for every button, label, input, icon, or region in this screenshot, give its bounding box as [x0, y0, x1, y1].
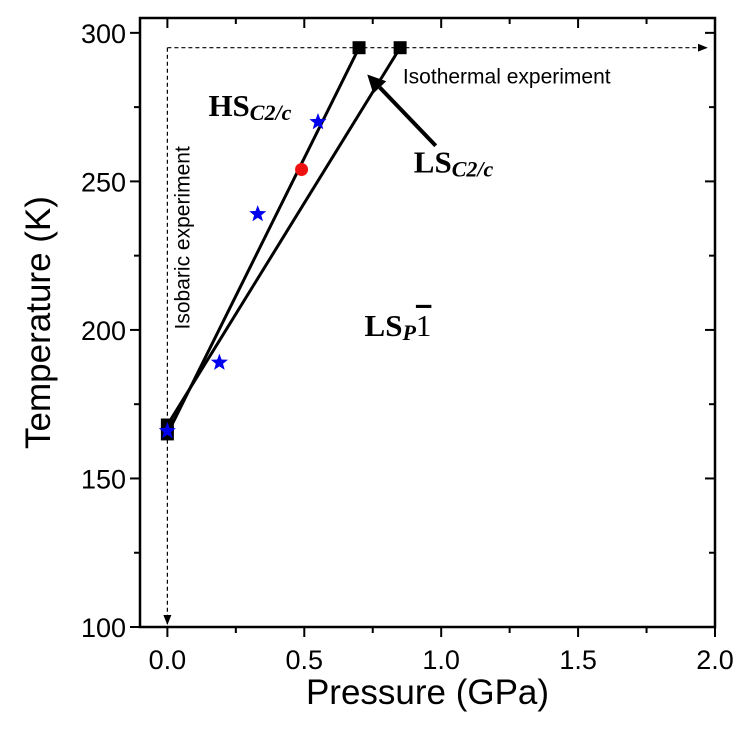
- square-marker: [352, 41, 366, 55]
- phase-label-base: HS: [208, 88, 249, 123]
- y-tick-label: 300: [81, 19, 126, 49]
- x-tick-label: 0.0: [149, 645, 187, 675]
- phase-label-base: LS: [414, 144, 452, 179]
- phase-label-subscript: P: [401, 320, 416, 345]
- phase-label-base: LS: [365, 308, 403, 343]
- x-axis-title: Pressure (GPa): [306, 673, 549, 712]
- phase-label: LSP1: [365, 308, 432, 345]
- isobaric-label: Isobaric experiment: [171, 146, 194, 329]
- star-marker: [158, 421, 176, 439]
- x-tick-label: 0.5: [286, 645, 324, 675]
- x-tick-label: 1.5: [559, 645, 597, 675]
- star-marker: [210, 353, 228, 370]
- y-tick-label: 100: [81, 613, 126, 643]
- circle-marker: [295, 163, 309, 177]
- plot-frame: [138, 16, 717, 629]
- star-marker: [309, 113, 327, 130]
- x-tick-label: 2.0: [696, 645, 734, 675]
- square-marker: [393, 41, 407, 55]
- phase-boundary-line: [166, 46, 402, 426]
- phase-label-subscript: C2/c: [452, 156, 494, 181]
- arrow-head: [367, 74, 387, 94]
- phase-label: HSC2/c: [208, 88, 291, 125]
- x-tick-label: 1.0: [422, 645, 460, 675]
- phase-label-subscript: C2/c: [250, 100, 292, 125]
- y-tick-label: 200: [81, 316, 126, 346]
- y-tick-label: 250: [81, 167, 126, 197]
- phase-boundary-line: [166, 47, 361, 435]
- phase-label: LSC2/c: [414, 144, 494, 181]
- phase-label-tail: 1: [416, 308, 432, 343]
- star-marker: [249, 205, 267, 222]
- arrow-shaft: [378, 86, 438, 148]
- isothermal-label: Isothermal experiment: [403, 65, 611, 88]
- y-tick-label: 150: [81, 464, 126, 494]
- y-axis-title: Temperature (K): [19, 196, 58, 449]
